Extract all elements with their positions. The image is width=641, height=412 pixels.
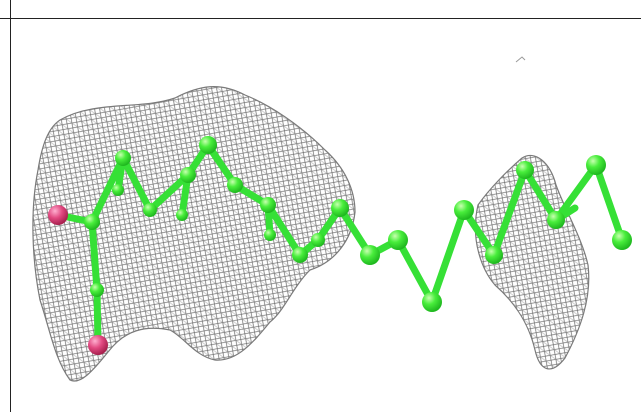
figure-frame-left-border	[10, 0, 11, 412]
oxygen-atoms	[48, 205, 108, 355]
molecule-render	[32, 56, 632, 382]
carbon-atoms	[84, 136, 632, 312]
figure-frame-top-border	[0, 18, 641, 19]
density-mesh-left	[32, 86, 356, 382]
